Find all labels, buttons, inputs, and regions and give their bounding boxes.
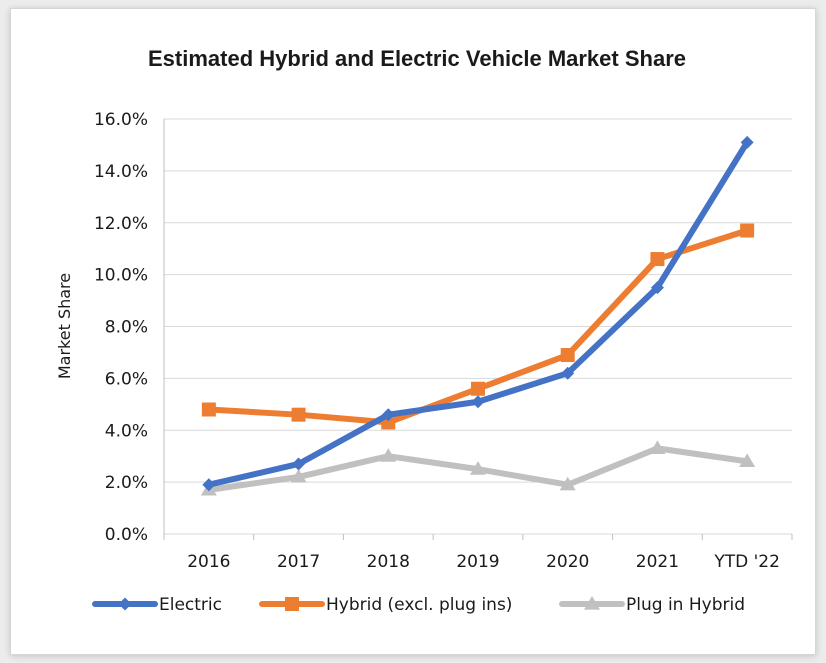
y-tick-label: 8.0%	[105, 318, 148, 338]
data-point	[559, 476, 576, 491]
data-point	[471, 395, 485, 409]
data-point	[380, 448, 397, 462]
y-tick-label: 0.0%	[105, 525, 148, 545]
x-tick-label: 2020	[546, 552, 589, 572]
y-axis-ticks: 0.0% 2.0% 4.0% 6.0% 8.0% 10.0% 12.0% 14.0% 16.0%	[94, 110, 148, 545]
y-tick-label: 4.0%	[105, 421, 148, 441]
data-point	[740, 135, 754, 149]
x-tick-label: 2021	[636, 552, 679, 572]
data-point	[560, 348, 575, 363]
series-electric	[202, 135, 754, 492]
y-axis-label: Market Share	[55, 273, 74, 379]
y-tick-label: 6.0%	[105, 369, 148, 389]
data-point	[740, 223, 755, 238]
series-hybrid-excl-plug-ins	[201, 223, 755, 430]
legend-label: Hybrid (excl. plug ins)	[326, 595, 512, 615]
y-tick-label: 2.0%	[105, 473, 148, 493]
x-tick-label: 2017	[277, 552, 320, 572]
legend-item: Electric	[92, 595, 222, 615]
data-point	[290, 468, 307, 483]
x-tick-label: 2018	[367, 552, 410, 572]
legend: Electric Hybrid (excl. plug ins) Plug in H…	[92, 595, 745, 615]
data-point	[561, 366, 575, 380]
chart-frame	[10, 8, 816, 655]
data-point	[650, 281, 664, 295]
gridlines	[163, 118, 793, 540]
legend-swatch-marker	[584, 596, 600, 610]
x-axis-ticks: 2016 2017 2018 2019 2020 2021 YTD '22	[187, 552, 780, 572]
chart-title: Estimated Hybrid and Electric Vehicle Ma…	[148, 46, 686, 71]
series-line	[205, 139, 751, 488]
x-tick-label: 2016	[187, 552, 230, 572]
legend-swatch-marker	[285, 597, 299, 611]
x-tick-label: YTD '22	[713, 552, 780, 572]
data-point	[471, 381, 485, 396]
data-point	[739, 453, 756, 467]
x-tick-label: 2019	[456, 552, 499, 572]
data-point	[650, 252, 665, 267]
legend-swatch-marker	[118, 597, 132, 611]
data-point	[291, 407, 306, 422]
data-point	[649, 440, 666, 455]
legend-item: Plug in Hybrid	[559, 595, 745, 615]
data-point	[292, 457, 306, 471]
y-tick-label: 14.0%	[94, 162, 148, 182]
legend-item: Hybrid (excl. plug ins)	[259, 595, 512, 615]
y-tick-label: 10.0%	[94, 266, 148, 286]
y-tick-label: 16.0%	[94, 110, 148, 130]
y-tick-label: 12.0%	[94, 214, 148, 234]
data-point	[202, 478, 216, 492]
data-point	[201, 402, 216, 417]
series-layer	[200, 135, 756, 496]
series-plug-in-hybrid	[200, 440, 756, 496]
legend-label: Electric	[159, 595, 222, 615]
data-point	[470, 461, 486, 475]
data-point	[381, 408, 395, 422]
legend-label: Plug in Hybrid	[626, 595, 745, 615]
